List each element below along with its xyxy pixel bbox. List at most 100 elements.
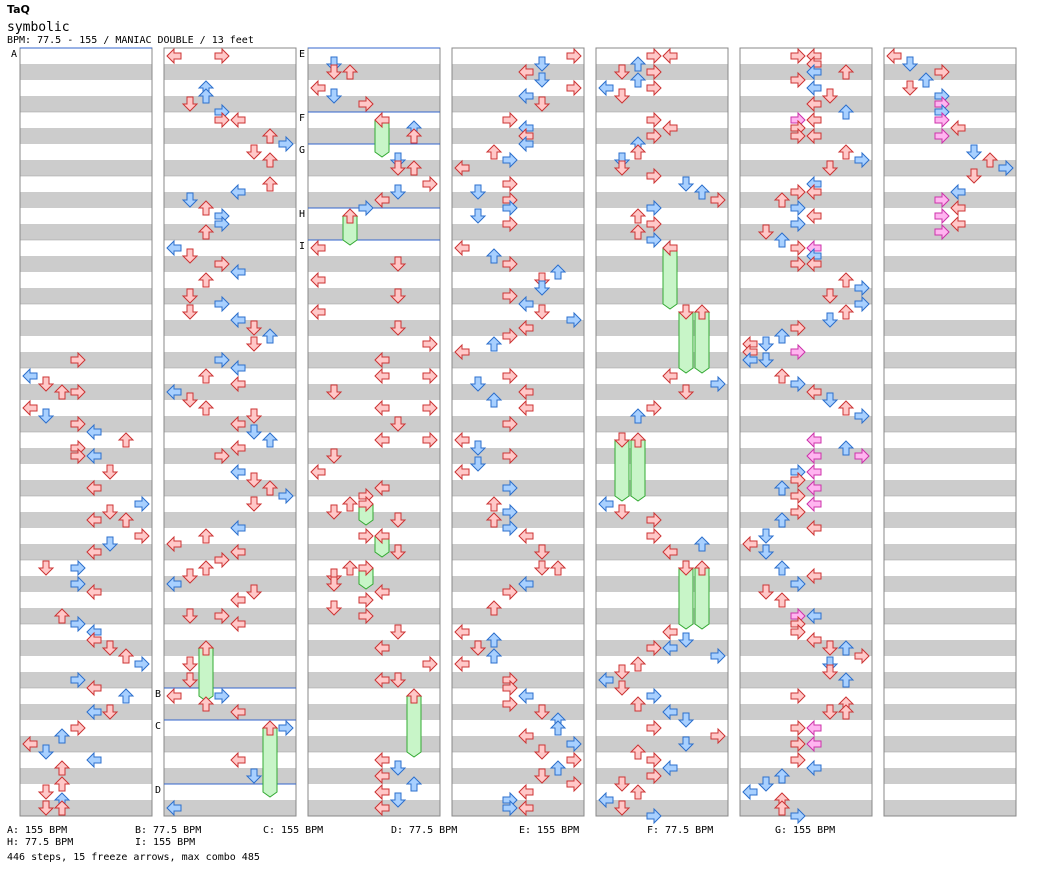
up-arrow-icon	[837, 672, 855, 688]
left-arrow-icon	[662, 47, 678, 65]
beat-band	[308, 224, 440, 240]
beat-band	[884, 512, 1016, 528]
right-arrow-icon	[70, 671, 86, 689]
right-arrow-icon	[934, 63, 950, 81]
right-arrow-icon	[134, 655, 150, 673]
up-arrow-icon	[197, 368, 215, 384]
right-arrow-icon	[854, 151, 870, 169]
down-arrow-icon	[389, 760, 407, 776]
beat-band	[452, 608, 584, 624]
right-arrow-icon	[934, 207, 950, 225]
beat-band	[452, 128, 584, 144]
up-arrow-icon	[197, 272, 215, 288]
up-arrow-icon	[629, 208, 647, 224]
up-arrow-icon	[485, 248, 503, 264]
beat-band	[20, 64, 152, 80]
up-arrow-icon	[53, 800, 71, 816]
left-arrow-icon	[806, 255, 822, 273]
down-arrow-icon	[469, 440, 487, 456]
left-arrow-icon	[166, 687, 182, 705]
beat-band	[308, 768, 440, 784]
left-arrow-icon	[598, 671, 614, 689]
up-arrow-icon	[261, 152, 279, 168]
up-arrow-icon	[773, 592, 791, 608]
beat-band	[884, 576, 1016, 592]
down-arrow-icon	[533, 72, 551, 88]
up-arrow-icon	[629, 72, 647, 88]
up-arrow-icon	[629, 224, 647, 240]
right-arrow-icon	[502, 679, 518, 697]
up-arrow-icon	[341, 64, 359, 80]
bpm-change-g: G: 155 BPM	[775, 825, 836, 836]
right-arrow-icon	[422, 335, 438, 353]
down-arrow-icon	[389, 416, 407, 432]
left-arrow-icon	[230, 751, 246, 769]
down-arrow-icon	[613, 64, 631, 80]
right-arrow-icon	[502, 519, 518, 537]
beat-band	[452, 640, 584, 656]
up-arrow-icon	[629, 696, 647, 712]
right-arrow-icon	[646, 47, 662, 65]
beat-band	[164, 384, 296, 400]
down-arrow-icon	[677, 712, 695, 728]
freeze-head-right-arrow-icon	[358, 559, 374, 577]
down-arrow-icon	[389, 512, 407, 528]
left-arrow-icon	[454, 239, 470, 257]
beat-band	[452, 768, 584, 784]
beat-band	[596, 800, 728, 816]
right-arrow-icon	[566, 47, 582, 65]
beat-band	[452, 704, 584, 720]
beat-band	[452, 480, 584, 496]
beat-band	[884, 672, 1016, 688]
right-arrow-icon	[214, 215, 230, 233]
down-arrow-icon	[245, 320, 263, 336]
beat-band	[308, 544, 440, 560]
beat-band	[596, 64, 728, 80]
up-arrow-icon	[773, 768, 791, 784]
right-arrow-icon	[646, 79, 662, 97]
left-arrow-icon	[374, 191, 390, 209]
up-arrow-icon	[485, 648, 503, 664]
beat-band	[20, 576, 152, 592]
down-arrow-icon	[37, 560, 55, 576]
left-arrow-icon	[598, 79, 614, 97]
beat-band	[308, 352, 440, 368]
right-arrow-icon	[854, 407, 870, 425]
down-arrow-icon	[389, 544, 407, 560]
beat-band	[20, 736, 152, 752]
beat-band	[164, 416, 296, 432]
right-arrow-icon	[422, 655, 438, 673]
right-arrow-icon	[710, 647, 726, 665]
freeze-arrow-body	[678, 311, 694, 374]
right-arrow-icon	[502, 415, 518, 433]
left-arrow-icon	[22, 399, 38, 417]
freeze-head-down-arrow-icon	[677, 304, 695, 320]
up-arrow-icon	[693, 184, 711, 200]
left-arrow-icon	[950, 183, 966, 201]
left-arrow-icon	[374, 351, 390, 369]
beat-band	[20, 160, 152, 176]
down-arrow-icon	[389, 320, 407, 336]
left-arrow-icon	[310, 79, 326, 97]
right-arrow-icon	[358, 527, 374, 545]
up-arrow-icon	[773, 232, 791, 248]
beat-band	[20, 288, 152, 304]
beat-band	[596, 512, 728, 528]
beat-band	[308, 128, 440, 144]
beat-band	[308, 256, 440, 272]
bpm-change-c: C: 155 BPM	[263, 825, 324, 836]
bpm-change-f: F: 77.5 BPM	[647, 825, 714, 836]
down-arrow-icon	[613, 504, 631, 520]
beat-band	[596, 288, 728, 304]
beat-band	[884, 384, 1016, 400]
beat-band	[452, 192, 584, 208]
freeze-arrow-body	[678, 567, 694, 630]
left-arrow-icon	[86, 679, 102, 697]
left-arrow-icon	[454, 463, 470, 481]
down-arrow-icon	[613, 664, 631, 680]
right-arrow-icon	[790, 239, 806, 257]
left-arrow-icon	[310, 239, 326, 257]
song-title: symbolic	[7, 20, 70, 35]
beat-band	[20, 544, 152, 560]
right-arrow-icon	[70, 575, 86, 593]
